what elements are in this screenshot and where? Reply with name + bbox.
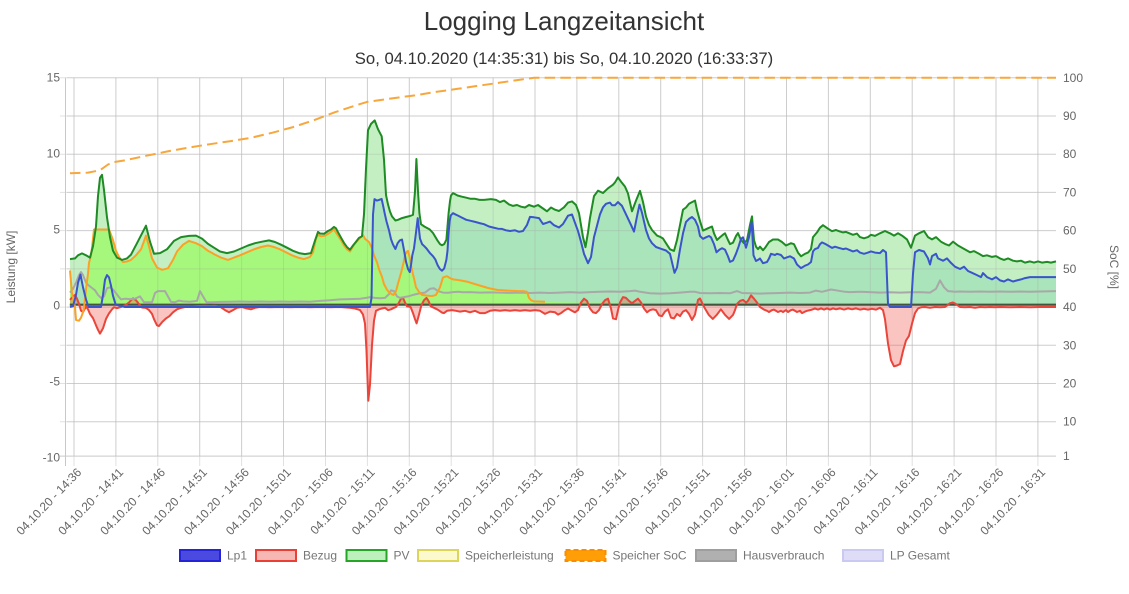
svg-text:SoC [%]: SoC [%] [1107,245,1121,289]
svg-text:-5: -5 [49,375,60,389]
svg-text:So, 04.10.2020 (14:35:31) bis: So, 04.10.2020 (14:35:31) bis So, 04.10.… [355,49,773,68]
svg-text:Leistung [kW]: Leistung [kW] [4,231,18,304]
svg-text:Speicher SoC: Speicher SoC [613,549,687,563]
svg-text:Speicherleistung: Speicherleistung [465,549,554,563]
svg-text:10: 10 [47,147,61,161]
svg-text:Lp1: Lp1 [227,549,247,563]
svg-text:Logging Langzeitansicht: Logging Langzeitansicht [424,6,705,36]
svg-text:LP Gesamt: LP Gesamt [890,549,950,563]
svg-text:Bezug: Bezug [303,549,337,563]
svg-text:70: 70 [1063,185,1077,199]
svg-text:30: 30 [1063,338,1077,352]
svg-text:0: 0 [53,299,60,313]
svg-text:-10: -10 [43,451,61,465]
svg-text:Hausverbrauch: Hausverbrauch [743,549,824,563]
svg-text:100: 100 [1063,71,1083,85]
svg-text:90: 90 [1063,109,1077,123]
svg-text:10: 10 [1063,415,1077,429]
svg-text:40: 40 [1063,300,1077,314]
svg-text:50: 50 [1063,262,1077,276]
svg-text:60: 60 [1063,224,1077,238]
svg-text:15: 15 [47,71,61,85]
svg-text:1: 1 [1063,449,1070,463]
svg-text:5: 5 [53,223,60,237]
svg-text:PV: PV [394,549,410,563]
svg-text:80: 80 [1063,147,1077,161]
svg-text:20: 20 [1063,377,1077,391]
